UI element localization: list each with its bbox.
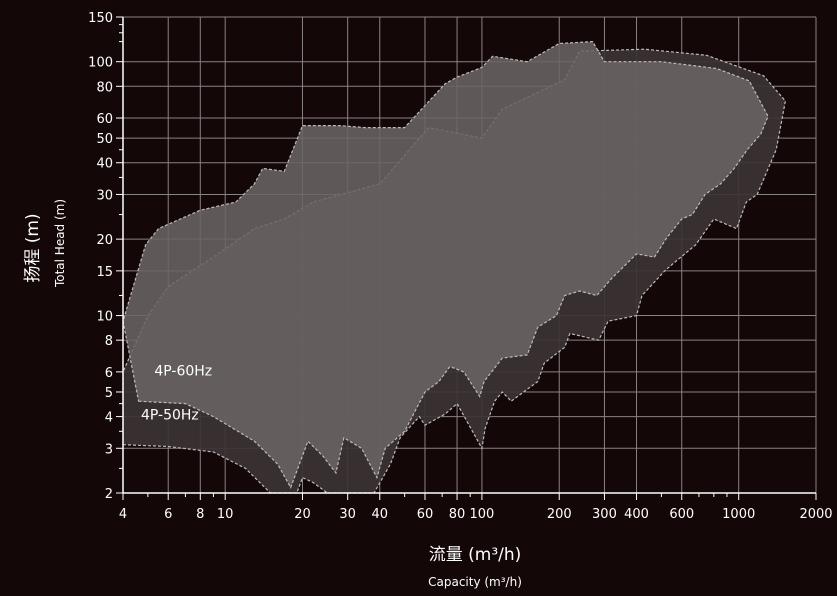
x-tick-label: 20 (294, 507, 311, 522)
y-tick-label: 30 (96, 188, 113, 203)
y-tick-label: 4 (105, 411, 113, 426)
label-layer: 4P-50Hz 4P-60Hz (141, 364, 212, 424)
x-tick-label: 10 (217, 507, 234, 522)
x-tick-label: 60 (417, 507, 434, 522)
y-axis-subtitle: Total Head (m) (53, 199, 67, 288)
x-tick-label: 4 (119, 507, 127, 522)
axis-layer: 4 6 8 10 20 30 40 60 80 100 200 300 400 600 1000 2000 2 3… (88, 11, 832, 522)
y-tick-label: 3 (105, 442, 113, 457)
y-axis-title: 扬程 (m) (23, 213, 43, 282)
x-tick-label: 30 (339, 507, 356, 522)
x-tick-label: 600 (669, 507, 694, 522)
x-tick-label: 8 (196, 507, 204, 522)
x-tick-label: 300 (592, 507, 617, 522)
x-tick-label: 80 (449, 507, 466, 522)
x-tick-label: 40 (371, 507, 388, 522)
y-tick-label: 80 (96, 80, 113, 95)
x-tick-label: 200 (547, 507, 572, 522)
y-tick-label: 2 (105, 487, 113, 502)
series-label-4p-60hz: 4P-60Hz (154, 364, 212, 380)
y-tick-label: 50 (96, 132, 113, 147)
x-axis-subtitle: Capacity (m³/h) (428, 575, 522, 589)
x-tick-label: 6 (164, 507, 172, 522)
x-axis-title: 流量 (m³/h) (429, 545, 522, 565)
x-tick-label: 1000 (722, 507, 755, 522)
series-label-4p-50hz: 4P-50Hz (141, 407, 199, 423)
y-tick-label: 6 (105, 366, 113, 381)
y-tick-label: 40 (96, 157, 113, 172)
y-tick-label: 5 (105, 386, 113, 401)
x-tick-label: 400 (624, 507, 649, 522)
y-tick-label: 10 (96, 310, 113, 325)
y-tick-label: 150 (88, 11, 113, 26)
y-tick-label: 15 (96, 265, 113, 280)
x-tick-label: 100 (470, 507, 495, 522)
y-tick-label: 60 (96, 112, 113, 127)
x-tick-label: 2000 (799, 507, 832, 522)
y-tick-label: 20 (96, 233, 113, 248)
envelope-4p-60hz (122, 40, 769, 490)
series-layer (122, 40, 787, 494)
y-tick-label: 100 (88, 56, 113, 71)
y-tick-label: 8 (105, 334, 113, 349)
